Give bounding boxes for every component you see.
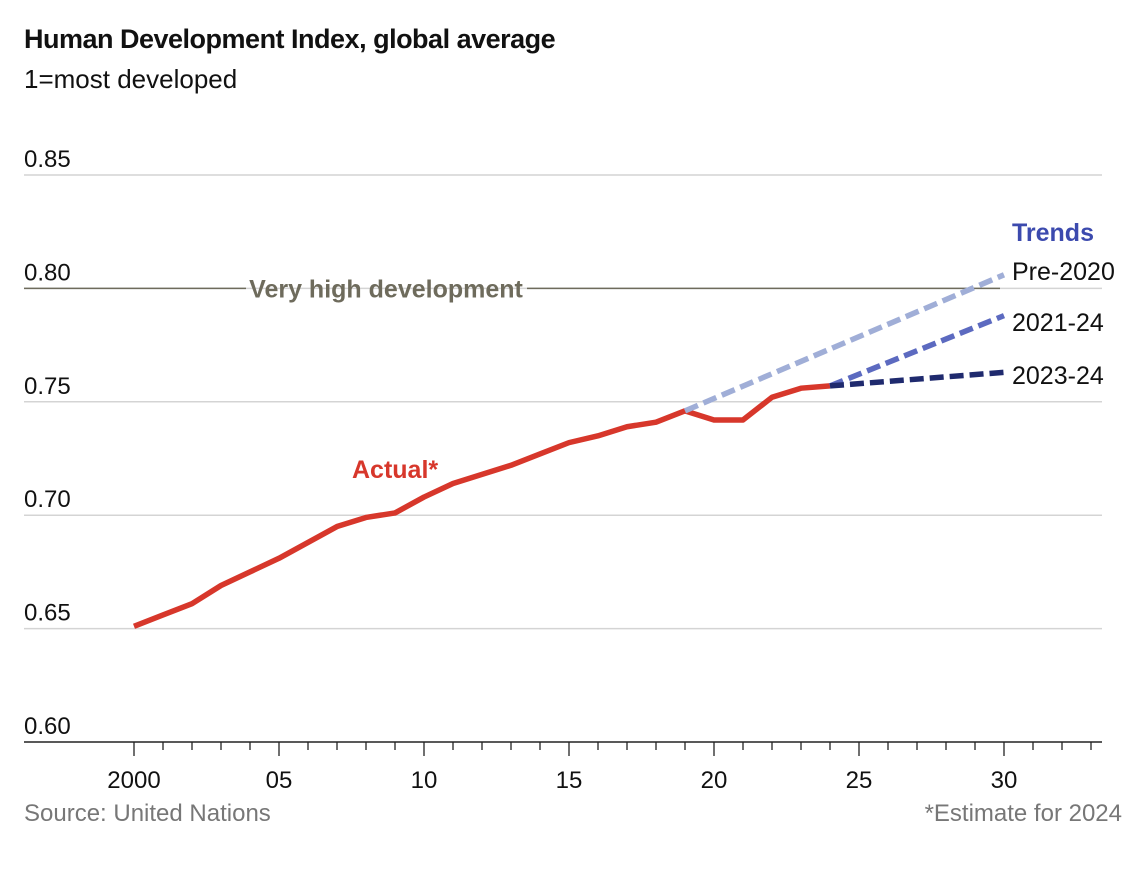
source-note: Source: United Nations — [24, 800, 271, 827]
series-line-actual- — [132, 383, 831, 629]
series-line-2023-24 — [829, 369, 1005, 389]
x-tick-label: 15 — [556, 767, 583, 794]
x-tick-label: 30 — [991, 767, 1018, 794]
series-label: 2021-24 — [1012, 309, 1104, 337]
series-line-pre-2020 — [683, 272, 1006, 414]
y-tick-label: 0.60 — [24, 713, 71, 740]
x-tick-label: 25 — [846, 767, 873, 794]
series-label-actual: Actual* — [352, 456, 438, 484]
y-tick-label: 0.80 — [24, 259, 71, 286]
chart-subtitle: 1=most developed — [24, 64, 238, 94]
chart-title: Human Development Index, global average — [24, 24, 556, 54]
x-tick-label: 20 — [701, 767, 728, 794]
x-tick-label: 10 — [411, 767, 438, 794]
x-tick-label: 2000 — [107, 767, 160, 794]
trends-heading: Trends — [1012, 219, 1094, 247]
series-label: 2023-24 — [1012, 362, 1104, 390]
series-label: Pre-2020 — [1012, 258, 1115, 286]
reference-line-label: Very high development — [249, 275, 523, 303]
footnote: *Estimate for 2024 — [924, 800, 1122, 827]
y-tick-label: 0.70 — [24, 486, 71, 513]
y-tick-label: 0.65 — [24, 600, 71, 627]
x-tick-label: 05 — [266, 767, 293, 794]
y-tick-label: 0.85 — [24, 146, 71, 173]
series-line-2021-24 — [828, 313, 1006, 389]
y-tick-label: 0.75 — [24, 373, 71, 400]
